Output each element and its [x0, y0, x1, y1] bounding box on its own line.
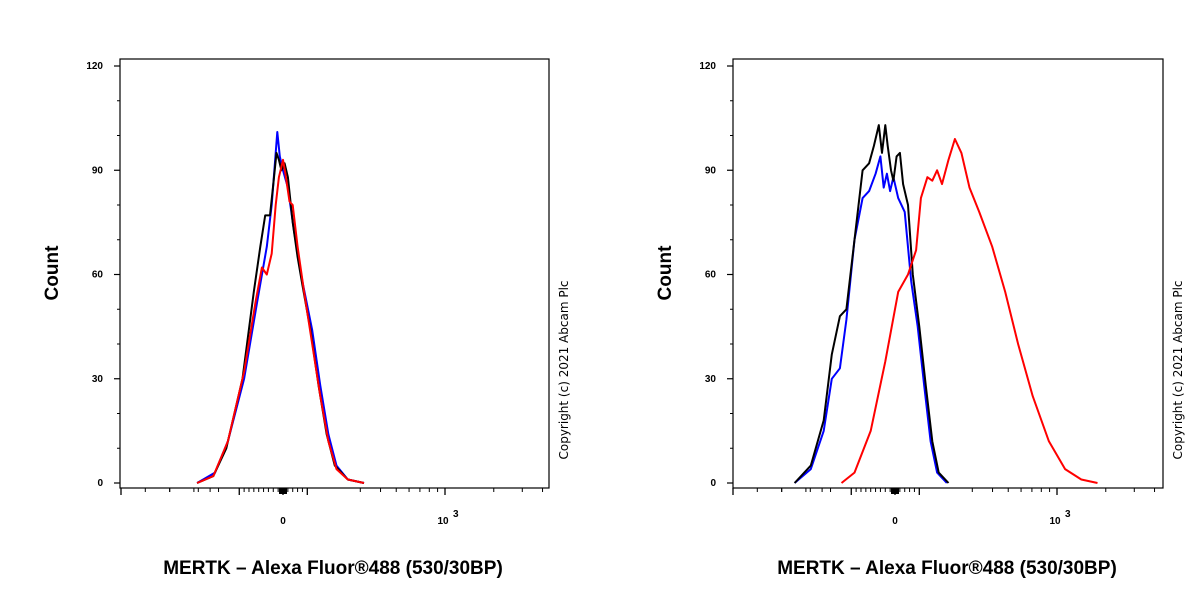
histogram-series-3	[196, 158, 365, 484]
histogram-panel-1: 0 30 60 90 120 0 10 3 MERTK – Alexa Fluor®488 (5…	[42, 58, 571, 579]
histogram-series-3	[840, 138, 1098, 484]
x-axis-title: MERTK – Alexa Fluor®488 (530/30BP)	[777, 558, 1117, 579]
y-tick-label: 30	[92, 374, 104, 385]
plot-frame	[119, 58, 550, 489]
histogram-series-1	[793, 155, 948, 484]
x-tick-label-zero: 0	[280, 516, 286, 527]
x-axis-ticks	[732, 488, 1156, 495]
x-tick-label-thousand: 10	[437, 516, 449, 527]
copyright-annotation: Copyright (c) 2021 Abcam Plc	[1171, 280, 1185, 459]
y-tick-label: 0	[97, 478, 103, 489]
x-tick-label-exponent: 3	[1065, 509, 1071, 520]
y-tick-label: 120	[86, 61, 103, 72]
y-axis-title: Count	[42, 245, 63, 301]
histogram-series-2	[196, 151, 365, 484]
y-axis-title: Count	[655, 245, 676, 301]
plot-frame	[732, 58, 1164, 489]
y-tick-label: 60	[92, 270, 104, 281]
histogram-series-2	[793, 124, 950, 484]
x-zero-marker	[279, 488, 287, 494]
histogram-panel-2: 0 30 60 90 120 0 10 3 MERTK – Alexa Fluor®488 (5…	[655, 58, 1185, 579]
copyright-annotation: Copyright (c) 2021 Abcam Plc	[557, 280, 571, 459]
x-zero-marker	[891, 488, 899, 494]
y-tick-label: 90	[705, 165, 717, 176]
y-tick-label: 60	[705, 270, 717, 281]
y-tick-label: 30	[705, 374, 717, 385]
x-tick-label-thousand: 10	[1049, 516, 1061, 527]
x-axis-ticks	[120, 488, 544, 495]
y-tick-label: 90	[92, 165, 104, 176]
y-tick-label: 0	[710, 478, 716, 489]
x-tick-label-zero: 0	[892, 516, 898, 527]
histogram-series-1	[196, 131, 365, 484]
y-tick-label: 120	[699, 61, 716, 72]
x-tick-label-exponent: 3	[453, 509, 459, 520]
x-axis-title: MERTK – Alexa Fluor®488 (530/30BP)	[163, 558, 503, 579]
